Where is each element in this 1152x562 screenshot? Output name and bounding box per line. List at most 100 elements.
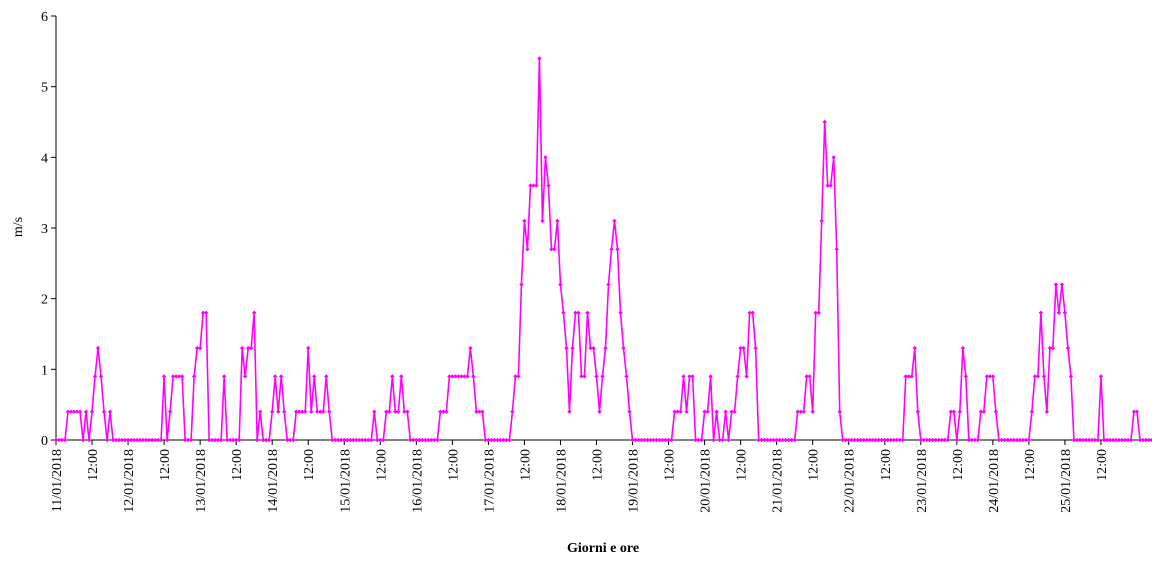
data-point bbox=[116, 437, 122, 443]
data-point bbox=[462, 374, 467, 379]
data-point bbox=[501, 437, 506, 443]
data-point bbox=[1083, 437, 1089, 443]
data-point bbox=[459, 374, 464, 379]
data-point bbox=[441, 409, 446, 414]
data-point bbox=[747, 310, 752, 315]
data-point bbox=[279, 374, 284, 379]
data-point bbox=[777, 437, 782, 443]
x-tick-label: 12:00 bbox=[1023, 449, 1038, 481]
x-tick-label: 12:00 bbox=[590, 449, 605, 481]
data-point bbox=[230, 437, 236, 443]
data-point bbox=[309, 409, 314, 414]
y-axis: 0 1 2 3 4 5 6 bbox=[41, 10, 57, 449]
data-point bbox=[1146, 437, 1152, 443]
data-point bbox=[903, 374, 908, 379]
data-point bbox=[1089, 437, 1095, 443]
data-point bbox=[696, 437, 701, 443]
data-point bbox=[795, 409, 800, 414]
data-point bbox=[543, 155, 548, 160]
data-point bbox=[561, 310, 566, 315]
x-tick-label: 12:00 bbox=[663, 449, 678, 481]
data-point bbox=[471, 374, 476, 379]
data-point bbox=[978, 409, 984, 414]
data-point bbox=[849, 437, 854, 443]
data-point bbox=[179, 374, 185, 379]
data-point bbox=[327, 409, 332, 414]
data-point bbox=[567, 409, 572, 414]
y-axis-title: m/s bbox=[11, 217, 26, 237]
data-point bbox=[573, 310, 578, 315]
data-point bbox=[852, 437, 857, 443]
data-point bbox=[372, 409, 377, 414]
data-point bbox=[762, 437, 767, 443]
data-point bbox=[110, 437, 116, 443]
data-point bbox=[182, 437, 188, 443]
x-tick-label: 12/01/2018 bbox=[122, 449, 137, 513]
x-tick-label: 12:00 bbox=[446, 449, 461, 481]
data-point bbox=[456, 374, 461, 379]
x-tick-label: 15/01/2018 bbox=[338, 449, 353, 513]
x-tick-label: 12:00 bbox=[807, 449, 822, 481]
x-axis-title: Giorni e ore bbox=[567, 541, 639, 556]
data-point bbox=[870, 437, 875, 443]
data-point bbox=[690, 374, 695, 379]
data-point bbox=[642, 437, 647, 443]
data-point bbox=[324, 374, 329, 379]
data-point bbox=[101, 409, 107, 414]
data-point bbox=[882, 437, 887, 443]
data-point bbox=[263, 437, 269, 443]
data-point bbox=[705, 409, 710, 414]
data-point bbox=[176, 374, 182, 379]
x-tick-label: 22/01/2018 bbox=[843, 449, 858, 513]
data-point bbox=[345, 437, 350, 443]
data-point bbox=[257, 409, 263, 414]
data-point bbox=[594, 374, 599, 379]
x-tick-label: 13/01/2018 bbox=[194, 449, 209, 513]
data-point bbox=[720, 437, 725, 443]
x-tick-label: 12:00 bbox=[374, 449, 389, 481]
data-point bbox=[897, 437, 902, 443]
data-point bbox=[155, 437, 161, 443]
series-line bbox=[56, 57, 1152, 441]
data-point bbox=[822, 119, 827, 125]
x-axis: 11/01/2018 12:00 12/01/2018 12:00 13/01/2018… bbox=[50, 439, 1152, 513]
data-point bbox=[936, 437, 942, 443]
data-point bbox=[474, 409, 479, 414]
data-point bbox=[939, 437, 945, 443]
data-point bbox=[417, 437, 422, 443]
data-point bbox=[570, 345, 575, 351]
data-point bbox=[588, 345, 593, 351]
data-point bbox=[846, 437, 851, 443]
data-point bbox=[423, 437, 428, 443]
data-point bbox=[330, 437, 335, 443]
data-point bbox=[435, 437, 440, 443]
x-tick-label: 24/01/2018 bbox=[987, 449, 1002, 513]
data-point bbox=[483, 437, 488, 443]
data-point bbox=[840, 437, 845, 443]
data-point bbox=[318, 409, 323, 414]
data-point bbox=[987, 374, 993, 379]
data-point bbox=[333, 437, 338, 443]
data-point bbox=[675, 409, 680, 414]
data-point bbox=[975, 437, 981, 443]
data-point bbox=[128, 437, 134, 443]
x-tick-label: 12:00 bbox=[86, 449, 101, 481]
data-point bbox=[450, 374, 455, 379]
data-point bbox=[768, 437, 773, 443]
data-point bbox=[765, 437, 770, 443]
data-point bbox=[495, 437, 500, 443]
data-point bbox=[816, 310, 821, 315]
data-point bbox=[152, 437, 158, 443]
data-point bbox=[149, 437, 155, 443]
x-tick-label: 12:00 bbox=[302, 449, 317, 481]
data-point bbox=[339, 437, 344, 443]
data-point bbox=[260, 437, 266, 443]
data-point bbox=[393, 409, 398, 414]
data-point bbox=[948, 409, 954, 414]
data-point bbox=[351, 437, 356, 443]
data-point bbox=[921, 437, 926, 443]
data-point bbox=[444, 409, 449, 414]
data-point bbox=[360, 437, 365, 443]
data-point bbox=[1032, 374, 1038, 379]
data-point bbox=[783, 437, 788, 443]
